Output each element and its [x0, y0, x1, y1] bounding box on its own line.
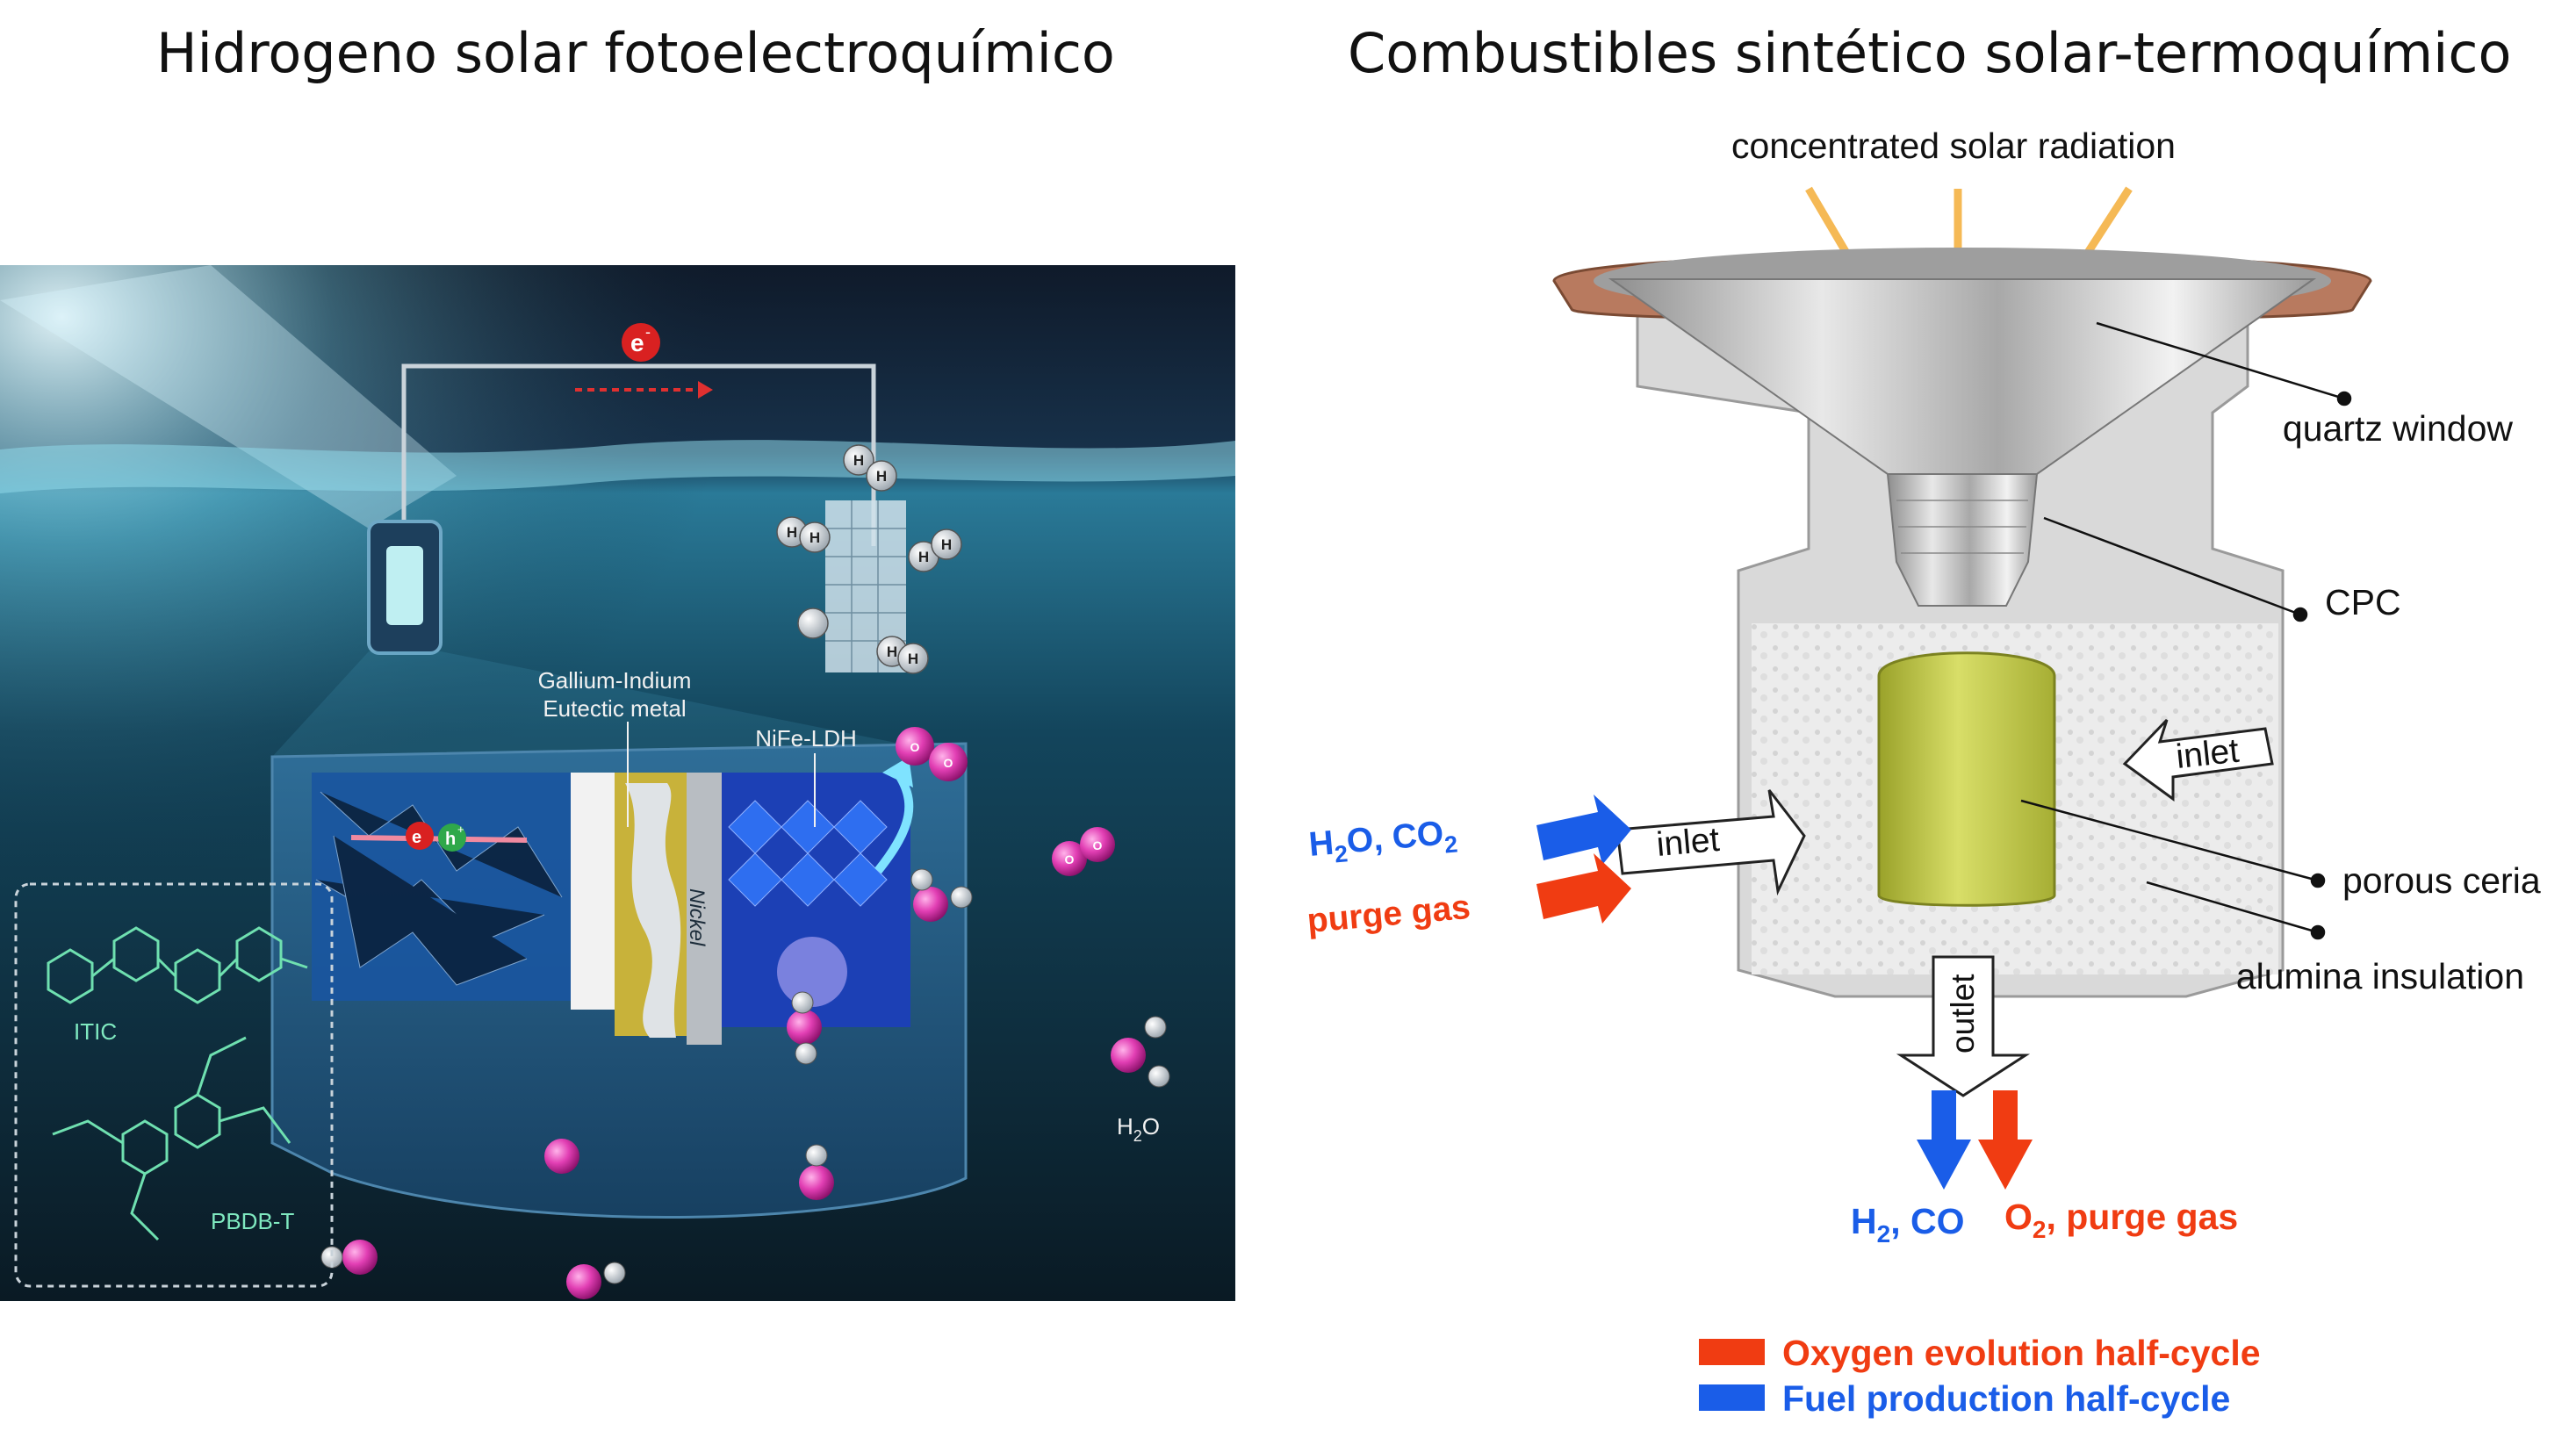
nickel-label: Nickel — [685, 888, 709, 946]
quartz-window-label: quartz window — [2283, 408, 2513, 449]
atom-o: O — [910, 740, 920, 754]
inlet-left-arrow: inlet — [1615, 789, 1806, 896]
gallium-label-1: Gallium-Indium — [538, 667, 692, 694]
feed-red-arrow — [1536, 853, 1631, 924]
legend-fuel-swatch — [1699, 1384, 1765, 1411]
legend-oxygen-label: Oxygen evolution half-cycle — [1782, 1333, 2261, 1373]
atom-h: H — [809, 529, 820, 546]
pec-hole-sup: + — [457, 823, 464, 836]
atom-o: O — [1093, 838, 1103, 852]
cpc-label: CPC — [2325, 582, 2401, 622]
feed-blue-arrow — [1536, 795, 1631, 865]
product-o2-purge-label: O2, purge gas — [2004, 1197, 2238, 1243]
electron-sup: - — [645, 323, 651, 341]
atom-h: H — [908, 651, 918, 667]
electron-label: e — [630, 329, 644, 356]
atom-o: O — [944, 756, 953, 770]
inlet-left-label: inlet — [1655, 821, 1721, 864]
solar-radiation-label: concentrated solar radiation — [1731, 126, 2176, 166]
pbdb-label: PBDB-T — [211, 1208, 294, 1234]
legend-oxygen-swatch — [1699, 1339, 1765, 1365]
oxygen-molecules — [342, 727, 1146, 1299]
pec-hole: h — [445, 830, 456, 849]
atom-h: H — [853, 452, 864, 469]
product-blue-arrow — [1917, 1090, 1971, 1190]
photoelectrochemical-illustration: e - H H H H H H H H — [0, 265, 1235, 1301]
atom-h: H — [941, 536, 952, 553]
electron-circle — [622, 323, 660, 362]
porous-ceria-label: porous ceria — [2342, 860, 2541, 901]
atom-h: H — [887, 644, 897, 660]
inlet-right-label: inlet — [2174, 732, 2241, 776]
atom-h: H — [787, 524, 797, 541]
atom-h: H — [918, 549, 929, 565]
itic-label: ITIC — [74, 1018, 117, 1045]
atom-h: H — [876, 468, 887, 485]
alumina-insulation-label: alumina insulation — [2236, 956, 2524, 996]
pec-electron: e — [412, 828, 421, 847]
title-right: Combustibles sintético solar-termoquímic… — [1348, 21, 2512, 85]
outlet-arrow: outlet — [1896, 955, 2031, 1097]
product-red-arrow — [1978, 1090, 2033, 1190]
nife-label: NiFe-LDH — [755, 725, 857, 751]
outlet-label: outlet — [1945, 974, 1981, 1053]
feed-h2o-co2-label: H2O, CO2 — [1307, 813, 1458, 870]
porous-ceria — [1877, 651, 2056, 907]
gallium-label-2: Eutectic metal — [543, 695, 686, 722]
thermochemical-reactor-diagram: concentrated solar radiation quartz wind… — [1306, 126, 2541, 1419]
inlet-right-arrow: inlet — [2122, 718, 2274, 802]
product-h2-co-label: H2, CO — [1851, 1201, 1964, 1248]
title-left: Hidrogeno solar fotoelectroquímico — [156, 21, 1115, 85]
feed-purge-label: purge gas — [1306, 888, 1471, 940]
hydrogen-molecules — [776, 444, 962, 674]
legend-fuel-label: Fuel production half-cycle — [1782, 1378, 2230, 1419]
water-label: H2O — [1117, 1113, 1160, 1145]
atom-o: O — [1065, 852, 1075, 867]
